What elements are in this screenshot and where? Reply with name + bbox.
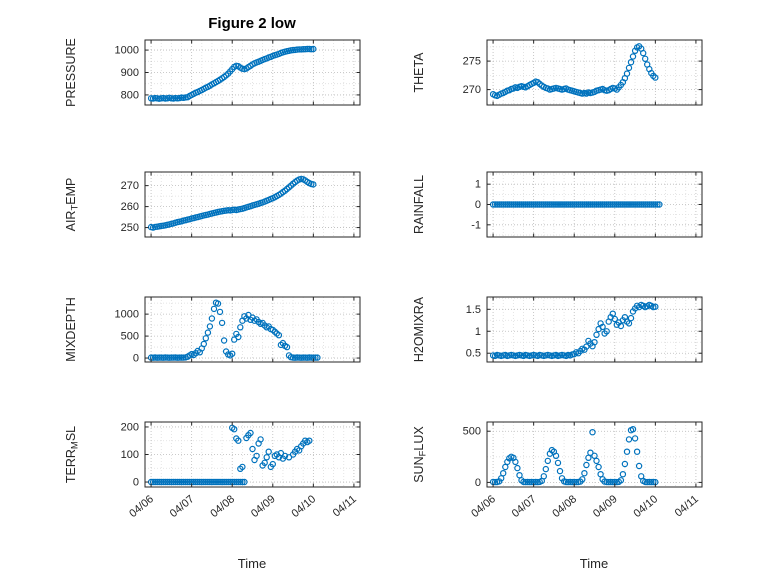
ytick-label: 1 xyxy=(475,179,481,191)
ylabel-terrmsl: TERRMSL xyxy=(64,426,81,483)
xtick-label: 04/08 xyxy=(550,493,579,520)
xtick-label: 04/10 xyxy=(289,493,318,520)
xtick-label: 04/08 xyxy=(208,493,237,520)
ytick-label: 500 xyxy=(121,331,139,343)
ytick-label: 0 xyxy=(475,477,481,489)
xtick-label: 04/09 xyxy=(591,493,620,520)
ytick-label: 250 xyxy=(121,222,139,234)
ytick-label: 275 xyxy=(463,56,481,68)
subplot-terrmsl: 0 100 200 04/06 04/07 04/08 04/09 04/10 04/11 TER… xyxy=(64,421,361,520)
xtick-label: 04/07 xyxy=(168,493,197,520)
xlabel-right-column: Time xyxy=(580,556,608,571)
ytick-label: 0 xyxy=(475,199,481,211)
subplot-pressure: 800 900 1000 PRESSURE xyxy=(64,38,361,107)
subplot-airtemp: 250 260 270 AIRTEMP xyxy=(64,171,361,238)
ytick-label: 800 xyxy=(121,89,139,101)
ytick-label: -1 xyxy=(471,219,481,231)
ytick-label: 500 xyxy=(463,426,481,438)
data-series-pressure xyxy=(147,45,317,102)
xtick-label: 04/11 xyxy=(673,493,701,519)
ytick-label: 0 xyxy=(133,353,139,365)
ylabel-theta: THETA xyxy=(412,52,426,93)
subplot-rainfall: -1 0 1 RAINFALL xyxy=(412,171,703,238)
ytick-label: 0 xyxy=(133,477,139,489)
ytick-label: 1 xyxy=(475,326,481,338)
ylabel-rainfall: RAINFALL xyxy=(412,175,426,234)
data-series-sunflux xyxy=(489,426,659,486)
subplots-group: 8009001000PRESSURE250260270AIRTEMP050010… xyxy=(64,38,703,520)
data-series-terrmsl xyxy=(147,424,313,486)
ytick-label: 900 xyxy=(121,67,139,79)
subplot-sunflux: 0 500 04/06 04/07 04/08 04/09 04/10 04/11 SUNFLU… xyxy=(412,421,703,520)
ytick-label: 1000 xyxy=(115,45,139,57)
ylabel-pressure: PRESSURE xyxy=(64,38,78,107)
subplot-mixdepth: 0 500 1000 MIXDEPTH xyxy=(64,296,361,365)
xtick-label: 04/09 xyxy=(249,493,278,520)
ylabel-h2omixra: H2OMIXRA xyxy=(412,296,426,362)
ylabel-airtemp: AIRTEMP xyxy=(64,178,81,232)
ylabel-sunflux: SUNFLUX xyxy=(412,426,429,483)
xlabel-left-column: Time xyxy=(238,556,266,571)
ytick-label: 0.5 xyxy=(466,348,481,360)
ytick-label: 1000 xyxy=(115,309,139,321)
figure-title: Figure 2 low xyxy=(208,15,296,32)
ytick-label: 200 xyxy=(121,421,139,433)
data-series-airtemp xyxy=(147,175,317,231)
xtick-label: 04/06 xyxy=(469,493,498,520)
data-series-theta xyxy=(489,43,659,100)
xtick-label: 04/06 xyxy=(127,493,156,520)
ytick-label: 100 xyxy=(121,449,139,461)
xtick-label: 04/10 xyxy=(631,493,660,520)
data-series-mixdepth xyxy=(147,299,321,361)
ylabel-mixdepth: MIXDEPTH xyxy=(64,297,78,362)
xtick-label: 04/07 xyxy=(510,493,539,520)
ytick-label: 1.5 xyxy=(466,304,481,316)
subplot-theta: 270 275 THETA xyxy=(412,39,703,106)
data-series-h2omixra xyxy=(489,301,659,360)
subplot-h2omixra: 0.5 1 1.5 H2OMIXRA xyxy=(412,296,703,363)
ytick-label: 270 xyxy=(121,180,139,192)
xtick-label: 04/11 xyxy=(331,493,359,519)
ytick-label: 260 xyxy=(121,201,139,213)
ytick-label: 270 xyxy=(463,84,481,96)
data-series-rainfall xyxy=(489,201,663,208)
